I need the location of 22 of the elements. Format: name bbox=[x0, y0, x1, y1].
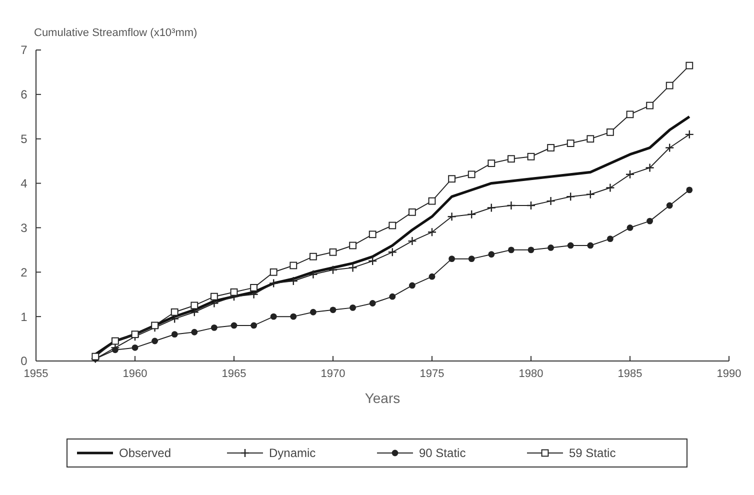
x-tick-label: 1985 bbox=[618, 368, 642, 380]
x-tick-label: 1975 bbox=[420, 368, 444, 380]
x-tick-label: 1980 bbox=[518, 368, 544, 380]
y-tick-label: 2 bbox=[20, 265, 28, 280]
legend-label: 59 Static bbox=[569, 446, 616, 460]
y-tick-label: 7 bbox=[20, 43, 28, 58]
x-tick-label: 1970 bbox=[320, 368, 346, 380]
y-tick-label: 5 bbox=[20, 132, 28, 146]
legend-label: 90 Static bbox=[419, 446, 466, 460]
x-tick-label: 1960 bbox=[122, 368, 148, 380]
y-tick-label: 1 bbox=[20, 310, 28, 324]
y-tick-label: 6 bbox=[20, 88, 28, 102]
x-tick-label: 1965 bbox=[222, 368, 246, 380]
y-tick-label: 4 bbox=[20, 176, 28, 190]
y-tick-label: 0 bbox=[20, 354, 28, 368]
x-tick-label: 1990 bbox=[716, 368, 742, 380]
y-axis-title: Cumulative Streamflow (x10³mm) bbox=[34, 27, 198, 39]
x-tick-label: 1955 bbox=[24, 368, 48, 380]
legend-label: Observed bbox=[119, 446, 172, 460]
y-tick-label: 3 bbox=[20, 220, 28, 235]
legend-label: Dynamic bbox=[269, 446, 316, 460]
x-axis-title: Years bbox=[364, 390, 400, 406]
